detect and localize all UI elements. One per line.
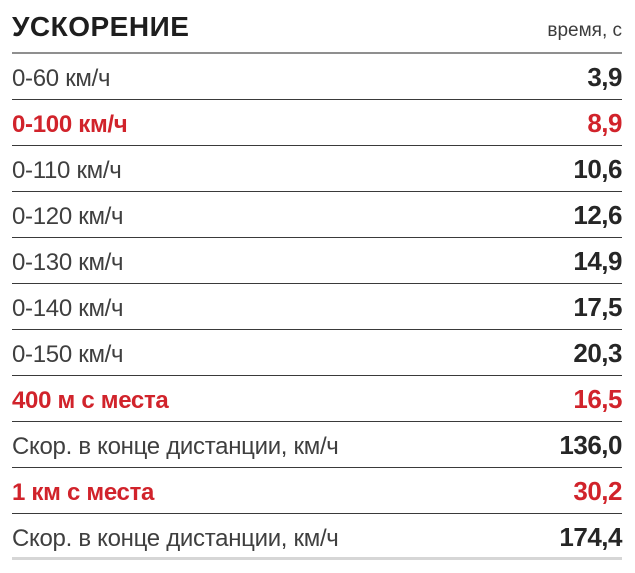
row-value: 14,9 xyxy=(573,246,622,276)
row-value: 16,5 xyxy=(573,384,622,414)
table-row: 0-100 км/ч 8,9 xyxy=(12,100,622,146)
row-value: 136,0 xyxy=(559,430,622,460)
table-row: 0-130 км/ч 14,9 xyxy=(12,238,622,284)
row-label: 0-140 км/ч xyxy=(12,295,124,322)
table-row: 0-140 км/ч 17,5 xyxy=(12,284,622,330)
row-value: 20,3 xyxy=(573,338,622,368)
row-label: Скор. в конце дистанции, км/ч xyxy=(12,525,339,552)
row-label: 0-150 км/ч xyxy=(12,341,124,368)
table-row: Скор. в конце дистанции, км/ч 174,4 xyxy=(12,514,622,560)
row-value: 3,9 xyxy=(587,62,622,92)
table-row: 400 м с места 16,5 xyxy=(12,376,622,422)
row-label: 0-100 км/ч xyxy=(12,111,128,138)
row-label: 400 м с места xyxy=(12,387,169,414)
row-label: 0-110 км/ч xyxy=(12,157,122,184)
row-value: 12,6 xyxy=(573,200,622,230)
row-value: 17,5 xyxy=(573,292,622,322)
row-label: 0-120 км/ч xyxy=(12,203,124,230)
unit-label: время, с xyxy=(547,20,622,41)
table-row: Скор. в конце дистанции, км/ч 136,0 xyxy=(12,422,622,468)
table-row: 0-150 км/ч 20,3 xyxy=(12,330,622,376)
table-row: 0-110 км/ч 10,6 xyxy=(12,146,622,192)
row-value: 30,2 xyxy=(573,476,622,506)
table-header: УСКОРЕНИЕ время, с xyxy=(12,0,622,54)
row-label: 0-60 км/ч xyxy=(12,65,111,92)
table-row: 0-60 км/ч 3,9 xyxy=(12,54,622,100)
row-value: 10,6 xyxy=(573,154,622,184)
row-value: 8,9 xyxy=(587,108,622,138)
row-label: Скор. в конце дистанции, км/ч xyxy=(12,433,339,460)
table-row: 0-120 км/ч 12,6 xyxy=(12,192,622,238)
table-title: УСКОРЕНИЕ xyxy=(12,11,190,42)
row-value: 174,4 xyxy=(559,522,622,552)
row-label: 1 км с места xyxy=(12,479,155,506)
row-label: 0-130 км/ч xyxy=(12,249,124,276)
table-row: 1 км с места 30,2 xyxy=(12,468,622,514)
